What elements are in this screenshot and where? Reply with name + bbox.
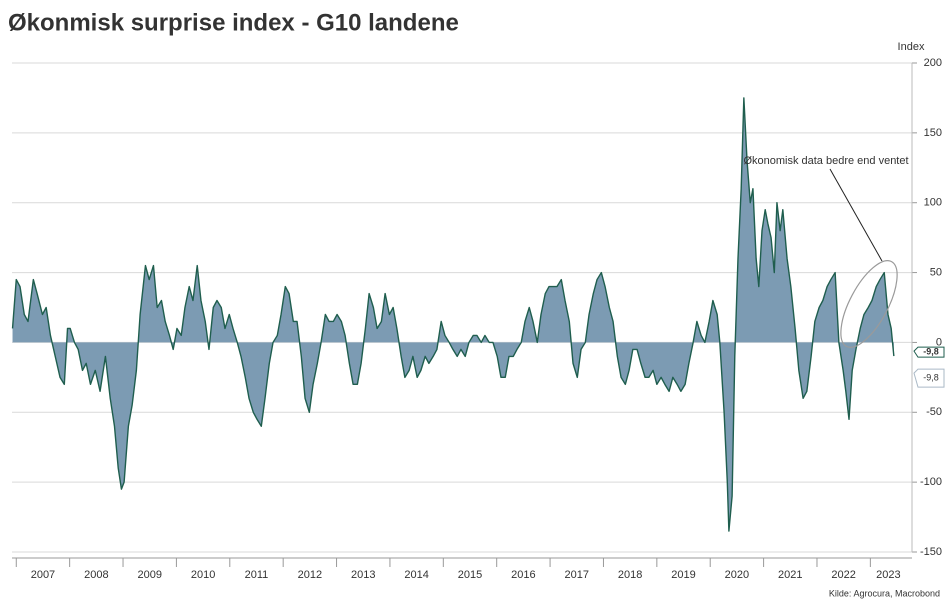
x-tick-label: 2017	[565, 569, 589, 581]
x-tick-label: 2018	[618, 569, 642, 581]
x-tick-label: 2012	[298, 569, 322, 581]
annotation-text: Økonomisk data bedre end ventet	[743, 155, 908, 167]
x-tick-label: 2022	[831, 569, 855, 581]
y-tick-label: -100	[920, 476, 942, 488]
x-tick-label: 2020	[725, 569, 749, 581]
y-tick-label: 200	[924, 57, 942, 69]
area	[12, 97, 894, 532]
annotation-ellipse	[840, 260, 898, 348]
x-tick-label: 2009	[137, 569, 161, 581]
chart-title: Økonmisk surprise index - G10 landene	[8, 9, 459, 36]
end-label-box	[913, 368, 945, 388]
end-label: -9,8	[923, 372, 939, 382]
line	[11, 97, 895, 532]
x-tick-label: 2021	[778, 569, 802, 581]
end-label-box	[913, 346, 945, 358]
x-tick-label: 2014	[404, 569, 428, 581]
y-tick-label: 100	[924, 197, 942, 209]
y-tick-label: -50	[926, 406, 942, 418]
x-tick-label: 2023	[876, 569, 900, 581]
x-tick-label: 2010	[191, 569, 215, 581]
x-tick-label: 2015	[458, 569, 482, 581]
y-tick-label: 0	[936, 336, 942, 348]
series	[11, 97, 895, 532]
end-label: -9,8	[923, 346, 939, 356]
y-tick-label: 150	[924, 127, 942, 139]
source: Kilde: Agrocura, Macrobond	[829, 588, 940, 598]
y-axis-label: Index	[898, 41, 925, 53]
x-tick-label: 2007	[31, 569, 55, 581]
annotations: Økonomisk data bedre end ventet	[743, 155, 909, 348]
axes: -150 -100 -50 0 50 100 150 200 2007 2008 2009 2010 2…	[12, 57, 945, 581]
x-tick-label: 2011	[245, 569, 269, 581]
annotation-leader	[829, 168, 883, 262]
x-tick-label: 2019	[671, 569, 695, 581]
x-tick-label: 2008	[84, 569, 108, 581]
x-tick-label: 2013	[351, 569, 375, 581]
y-tick-label: 50	[930, 266, 942, 278]
x-tick-label: 2016	[511, 569, 535, 581]
y-tick-label: -150	[920, 546, 942, 558]
